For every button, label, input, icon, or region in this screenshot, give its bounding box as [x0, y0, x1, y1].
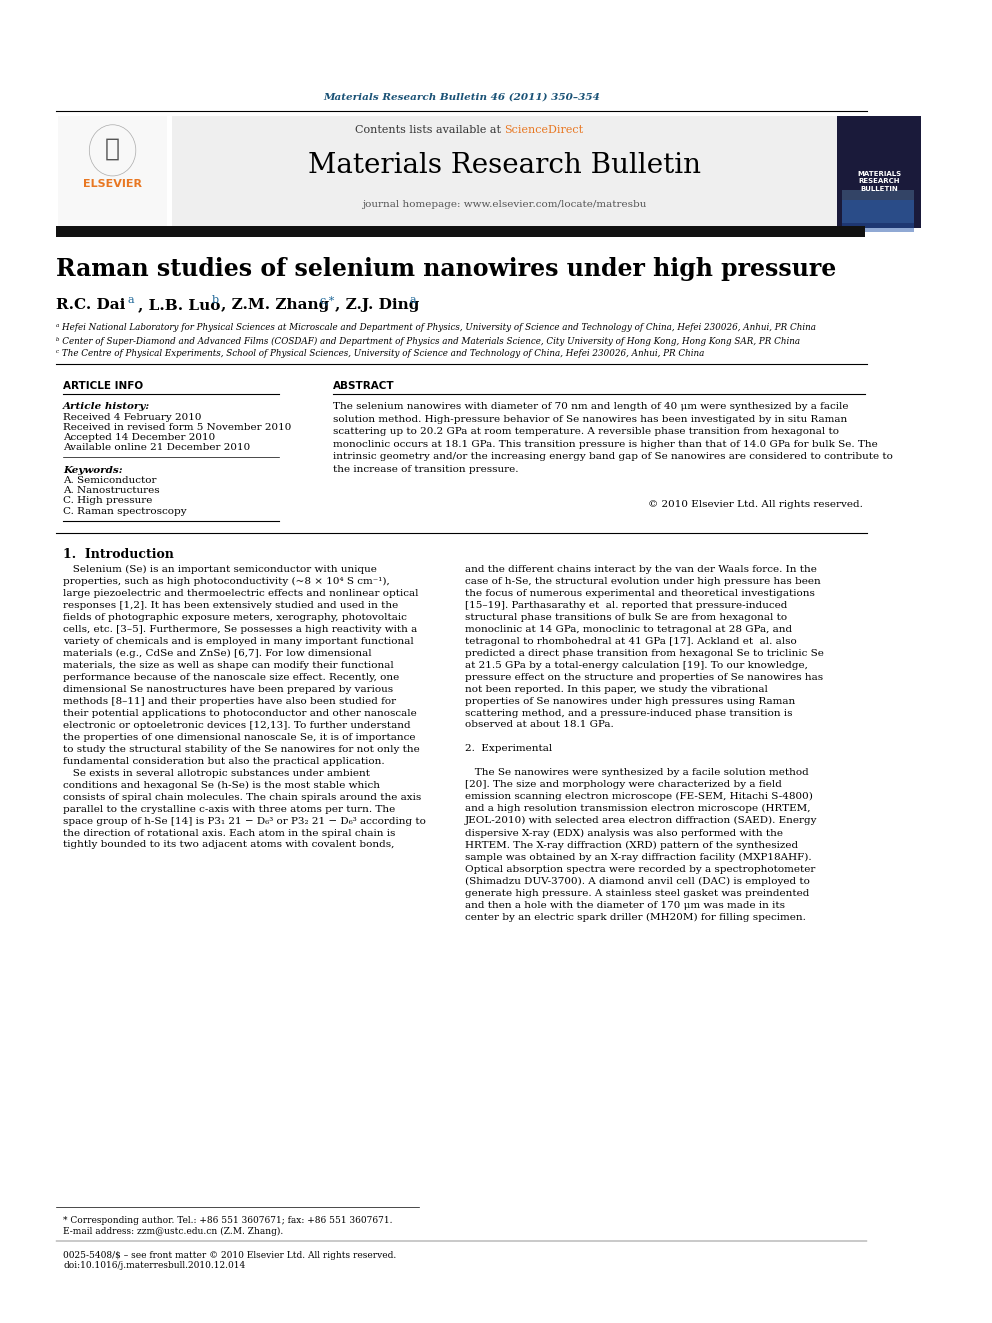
Text: Selenium (Se) is an important semiconductor with unique
properties, such as high: Selenium (Se) is an important semiconduc… — [63, 565, 427, 849]
Text: a: a — [410, 295, 416, 306]
Text: ᶜ The Centre of Physical Experiments, School of Physical Sciences, University of: ᶜ The Centre of Physical Experiments, Sc… — [56, 349, 704, 359]
Text: Contents lists available at: Contents lists available at — [355, 124, 504, 135]
Text: Received in revised form 5 November 2010: Received in revised form 5 November 2010 — [63, 423, 292, 431]
Text: The selenium nanowires with diameter of 70 nm and length of 40 μm were synthesiz: The selenium nanowires with diameter of … — [333, 402, 893, 474]
Text: ELSEVIER: ELSEVIER — [83, 179, 142, 189]
Bar — [172, 116, 837, 228]
Text: ScienceDirect: ScienceDirect — [504, 124, 583, 135]
Text: R.C. Dai: R.C. Dai — [56, 298, 125, 312]
Text: and the different chains interact by the van der Waals force. In the
case of h-S: and the different chains interact by the… — [465, 565, 824, 922]
Bar — [842, 200, 915, 233]
Bar — [58, 116, 168, 228]
Text: 0025-5408/$ – see front matter © 2010 Elsevier Ltd. All rights reserved.: 0025-5408/$ – see front matter © 2010 El… — [63, 1250, 397, 1259]
Text: © 2010 Elsevier Ltd. All rights reserved.: © 2010 Elsevier Ltd. All rights reserved… — [649, 500, 863, 509]
Text: * Corresponding author. Tel.: +86 551 3607671; fax: +86 551 3607671.: * Corresponding author. Tel.: +86 551 36… — [63, 1216, 393, 1225]
Text: Article history:: Article history: — [63, 402, 151, 411]
Text: 1.  Introduction: 1. Introduction — [63, 549, 175, 561]
Text: C. Raman spectroscopy: C. Raman spectroscopy — [63, 507, 186, 516]
Bar — [56, 226, 865, 237]
Text: doi:10.1016/j.materresbull.2010.12.014: doi:10.1016/j.materresbull.2010.12.014 — [63, 1261, 245, 1270]
Text: E-mail address: zzm@ustc.edu.cn (Z.M. Zhang).: E-mail address: zzm@ustc.edu.cn (Z.M. Zh… — [63, 1226, 284, 1236]
Text: 🌳: 🌳 — [105, 136, 120, 160]
Text: c,*: c,* — [319, 295, 334, 306]
Bar — [837, 116, 921, 228]
Text: Materials Research Bulletin 46 (2011) 350–354: Materials Research Bulletin 46 (2011) 35… — [323, 93, 600, 102]
Text: A. Semiconductor: A. Semiconductor — [63, 476, 157, 486]
Text: Keywords:: Keywords: — [63, 466, 123, 475]
Text: b: b — [212, 295, 219, 306]
Text: Raman studies of selenium nanowires under high pressure: Raman studies of selenium nanowires unde… — [56, 258, 836, 282]
Text: a: a — [127, 295, 134, 306]
Text: MATERIALS
RESEARCH
BULLETIN: MATERIALS RESEARCH BULLETIN — [857, 171, 901, 192]
Text: Available online 21 December 2010: Available online 21 December 2010 — [63, 443, 251, 452]
Text: Accepted 14 December 2010: Accepted 14 December 2010 — [63, 433, 215, 442]
Text: journal homepage: www.elsevier.com/locate/matresbu: journal homepage: www.elsevier.com/locat… — [362, 200, 647, 209]
Bar — [842, 191, 915, 222]
Text: C. High pressure: C. High pressure — [63, 496, 153, 505]
Text: , L.B. Luo: , L.B. Luo — [138, 298, 220, 312]
Text: Materials Research Bulletin: Materials Research Bulletin — [308, 152, 700, 179]
Text: ARTICLE INFO: ARTICLE INFO — [63, 381, 144, 392]
Text: ABSTRACT: ABSTRACT — [333, 381, 395, 392]
Text: , Z.J. Ding: , Z.J. Ding — [335, 298, 420, 312]
Text: ᵇ Center of Super-Diamond and Advanced Films (COSDAF) and Department of Physics : ᵇ Center of Super-Diamond and Advanced F… — [56, 336, 800, 345]
Text: , Z.M. Zhang: , Z.M. Zhang — [221, 298, 329, 312]
Text: A. Nanostructures: A. Nanostructures — [63, 486, 160, 495]
Text: Received 4 February 2010: Received 4 February 2010 — [63, 413, 201, 422]
Text: ᵃ Hefei National Laboratory for Physical Sciences at Microscale and Department o: ᵃ Hefei National Laboratory for Physical… — [56, 323, 815, 332]
